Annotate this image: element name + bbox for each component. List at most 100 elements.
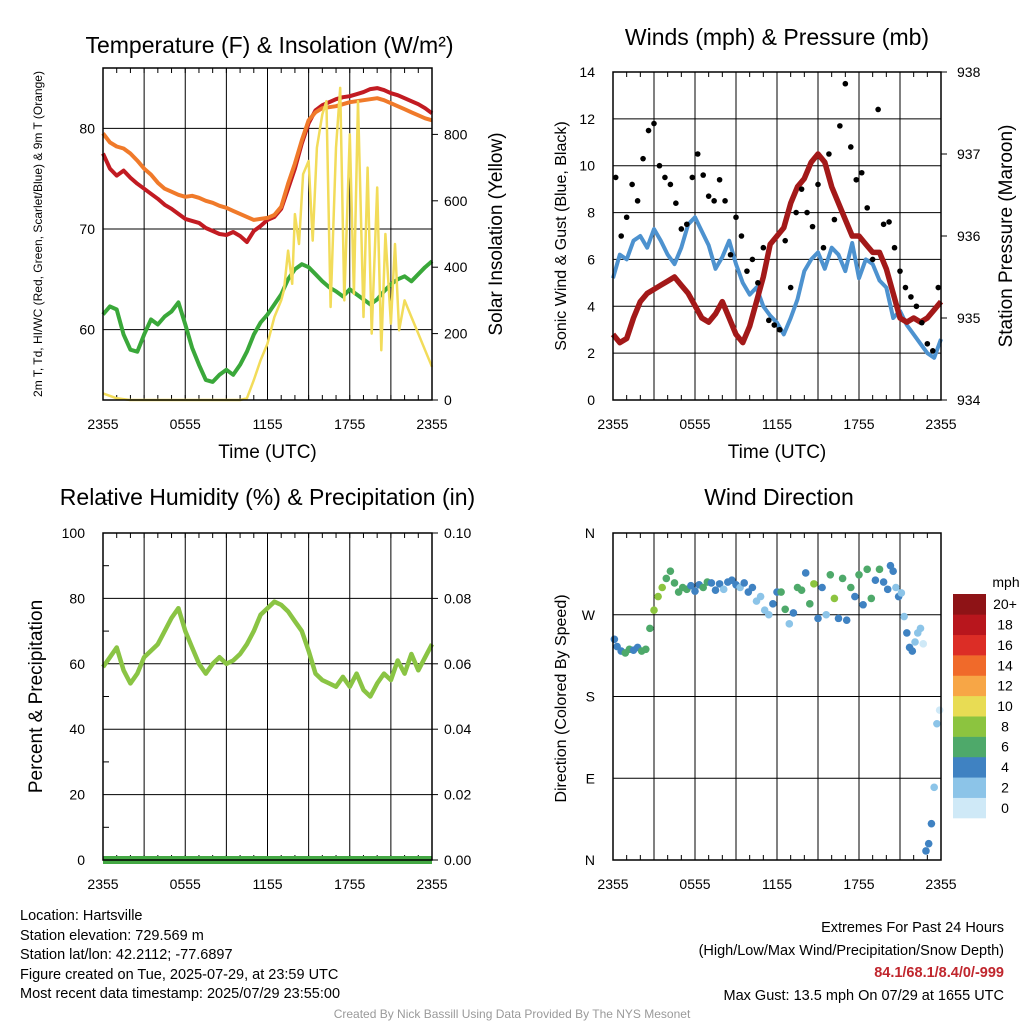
colorbar-label: 4 [1001,759,1009,775]
direction-point [879,578,888,586]
y-axis-label: 2m T, Td, HI/WC (Red, Green, Scarlet/Blu… [31,71,45,397]
plot-frame [102,532,433,861]
direction-point [806,600,814,608]
direction-point [781,605,789,614]
colorbar-label: 16 [997,637,1013,653]
y2-tick-label: 934 [957,392,981,408]
colorbar-title: mph [992,574,1019,590]
gust-point [935,284,942,291]
recent-data-text: Most recent data timestamp: 2025/07/29 2… [20,986,341,1002]
plot-frame [102,67,433,401]
y2-axis-label: Station Pressure (Maroon) [996,125,1017,348]
direction-point [662,574,671,583]
gust-point [842,80,849,87]
gust-point [700,172,706,178]
gust-point [689,174,696,181]
direction-point [892,583,900,592]
location-text: Location: Hartsville [20,908,143,924]
gust-point [804,209,810,216]
y-tick-label: 60 [79,322,95,338]
x-tick-label: 0555 [679,876,710,892]
y2-axis-label: Solar Insolation (Yellow) [486,132,507,335]
y-tick-label: 6 [587,251,595,267]
x-tick-label: 2355 [416,876,447,892]
y2-tick-label: 0.04 [444,721,471,737]
gust-point [722,198,728,204]
x-axis-label: Time (UTC) [218,442,317,463]
created-text: Figure created on Tue, 2025-07-29, at 23… [20,966,339,983]
direction-point [699,583,707,592]
gust-point [908,294,914,300]
panel-0-grid [102,68,438,401]
x-tick-label: 1155 [762,876,792,892]
gust-point [749,256,756,263]
direction-point [851,592,859,601]
x-tick-label: 1155 [252,876,282,892]
series-line-pressure [610,151,944,346]
direction-point [924,839,933,848]
y-tick-label: 12 [579,111,595,127]
x-tick-label: 2355 [87,416,118,432]
y2-tick-label: 936 [957,228,981,244]
y-tick-label: 20 [69,787,85,803]
colorbar-swatch [953,614,986,636]
x-tick-label: 0555 [170,876,201,892]
colorbar-swatch [953,716,986,737]
y-tick-label: 80 [69,590,85,606]
y-tick-label: W [582,607,596,623]
gust-point [612,174,619,181]
gust-point [880,221,887,228]
direction-point [810,580,818,588]
y-tick-label: 60 [69,656,85,672]
colorbar-swatch [953,695,986,717]
gust-point [645,127,652,134]
x-tick-label: 2355 [87,876,118,892]
direction-point [838,574,847,583]
gust-point [891,244,898,251]
colorbar-swatch [953,675,986,697]
gust-point [924,340,931,347]
direction-point [855,570,863,579]
colorbar-swatch [953,594,986,615]
direction-point [883,585,892,594]
gust-point [623,214,630,221]
x-tick-label: 1755 [334,416,365,432]
y2-tick-label: 800 [444,126,468,142]
y2-tick-label: 937 [957,146,981,162]
direction-point [859,600,867,609]
y-tick-label: 14 [579,64,595,80]
gust-point [629,181,635,188]
gust-point [634,198,641,204]
direction-point [654,592,662,601]
colorbar-label: 20+ [993,596,1017,612]
direction-point [842,616,851,624]
gust-point [820,244,827,251]
direction-point [933,719,941,728]
y2-tick-label: 200 [444,326,468,342]
direction-point [769,600,777,608]
direction-point [687,581,695,590]
gust-point [848,144,854,150]
colorbar-swatch [953,797,986,819]
colorbar-label: 0 [1001,800,1009,816]
y-axis-label: Sonic Wind & Gust (Blue, Black) [553,121,570,350]
y-tick-label: 0 [77,852,85,868]
gust-point [930,348,936,354]
colorbar-swatch [953,756,986,778]
gust-point [902,284,909,291]
gust-point [869,256,876,263]
colorbar-swatch [953,655,986,676]
y2-tick-label: 600 [444,193,468,209]
gust-point [776,326,783,333]
x-tick-label: 0555 [679,416,710,432]
gust-point [771,322,778,328]
gust-point [760,244,767,251]
gust-point [793,209,799,216]
y2-tick-label: 938 [957,64,981,80]
direction-point [658,583,666,592]
gust-point [738,233,745,239]
y-tick-label: 2 [587,345,595,361]
direction-point [922,847,930,855]
direction-point [919,640,928,648]
